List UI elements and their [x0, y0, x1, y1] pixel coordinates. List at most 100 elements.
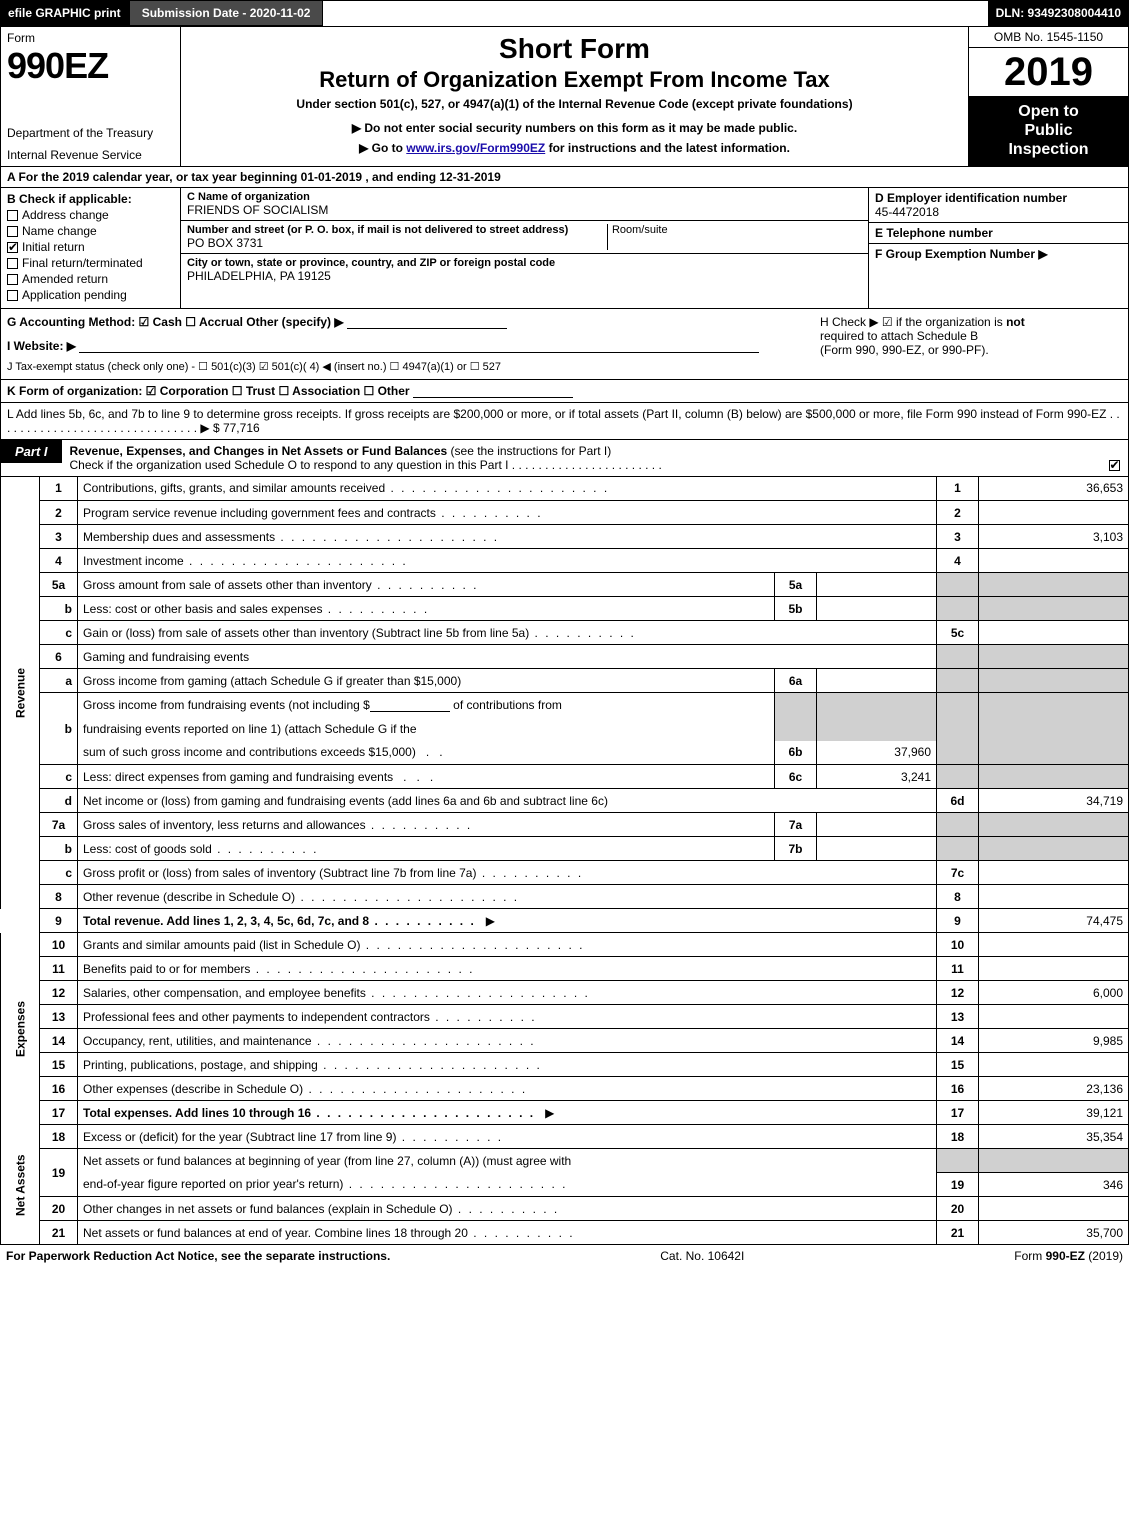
top-spacer [323, 0, 987, 26]
row-6b-1: b Gross income from fundraising events (… [1, 693, 1129, 717]
c-street: Number and street (or P. O. box, if mail… [181, 221, 868, 254]
ein-value: 45-4472018 [875, 205, 1122, 219]
line-i: I Website: ▶ [7, 339, 76, 353]
val-18: 35,354 [979, 1125, 1129, 1149]
side-expenses: Expenses [1, 933, 40, 1125]
val-12: 6,000 [979, 981, 1129, 1005]
form-header: Form 990EZ Department of the Treasury In… [0, 26, 1129, 167]
col-b: B Check if applicable: Address change Na… [1, 188, 181, 308]
row-2: 2 Program service revenue including gove… [1, 501, 1129, 525]
submission-date: Submission Date - 2020-11-02 [129, 0, 324, 26]
room-suite-label: Room/suite [607, 224, 668, 250]
chk-name-change[interactable]: Name change [7, 224, 174, 238]
form-ref: Form 990-EZ (2019) [1014, 1249, 1123, 1263]
val-15 [979, 1053, 1129, 1077]
val-16: 23,136 [979, 1077, 1129, 1101]
val-1: 36,653 [979, 477, 1129, 501]
line-g: G Accounting Method: ☑ Cash ☐ Accrual Ot… [7, 315, 344, 329]
part1-title: Revenue, Expenses, and Changes in Net As… [62, 440, 1104, 476]
row-12: 12 Salaries, other compensation, and emp… [1, 981, 1129, 1005]
val-7b [817, 837, 937, 861]
part1-check[interactable] [1104, 440, 1128, 472]
chk-application-pending[interactable]: Application pending [7, 288, 174, 302]
val-20 [979, 1197, 1129, 1221]
org-street: PO BOX 3731 [187, 236, 862, 250]
row-5b: b Less: cost or other basis and sales ex… [1, 597, 1129, 621]
val-5a [817, 573, 937, 597]
val-11 [979, 957, 1129, 981]
k-other-input[interactable] [413, 384, 573, 398]
val-2 [979, 501, 1129, 525]
row-1: Revenue 1 Contributions, gifts, grants, … [1, 477, 1129, 501]
goto-pre: ▶ Go to [359, 141, 406, 155]
dln: DLN: 93492308004410 [988, 0, 1129, 26]
row-11: 11 Benefits paid to or for members 11 [1, 957, 1129, 981]
val-21: 35,700 [979, 1221, 1129, 1245]
row-9: 9 Total revenue. Add lines 1, 2, 3, 4, 5… [1, 909, 1129, 933]
row-20: 20 Other changes in net assets or fund b… [1, 1197, 1129, 1221]
val-13 [979, 1005, 1129, 1029]
part1-header: Part I Revenue, Expenses, and Changes in… [0, 440, 1129, 477]
side-revenue: Revenue [1, 477, 40, 909]
val-19: 346 [979, 1173, 1129, 1197]
tax-year: 2019 [969, 48, 1128, 96]
b-header: B Check if applicable: [7, 192, 174, 206]
form-word: Form [7, 31, 174, 45]
row-18: Net Assets 18 Excess or (deficit) for th… [1, 1125, 1129, 1149]
part1-table: Revenue 1 Contributions, gifts, grants, … [0, 477, 1129, 1246]
website-input[interactable] [79, 339, 759, 353]
l-value: $ 77,716 [213, 421, 260, 435]
title-short-form: Short Form [191, 33, 958, 65]
row-8: 8 Other revenue (describe in Schedule O)… [1, 885, 1129, 909]
row-16: 16 Other expenses (describe in Schedule … [1, 1077, 1129, 1101]
org-city: PHILADELPHIA, PA 19125 [187, 269, 862, 283]
row-10: Expenses 10 Grants and similar amounts p… [1, 933, 1129, 957]
val-5c [979, 621, 1129, 645]
row-15: 15 Printing, publications, postage, and … [1, 1053, 1129, 1077]
dept-treasury: Department of the Treasury [7, 126, 174, 140]
val-10 [979, 933, 1129, 957]
org-name: FRIENDS OF SOCIALISM [187, 203, 862, 217]
val-4 [979, 549, 1129, 573]
val-17: 39,121 [979, 1101, 1129, 1125]
val-6b: 37,960 [817, 741, 937, 765]
cat-no: Cat. No. 10642I [660, 1249, 744, 1263]
val-6c: 3,241 [817, 765, 937, 789]
omb-number: OMB No. 1545-1150 [969, 27, 1128, 48]
g-other-input[interactable] [347, 315, 507, 329]
box-bcdef: B Check if applicable: Address change Na… [0, 188, 1129, 309]
row-17: 17 Total expenses. Add lines 10 through … [1, 1101, 1129, 1125]
6b-contrib-input[interactable] [370, 698, 450, 712]
row-ghij: H Check ▶ ☑ if the organization is not r… [0, 309, 1129, 380]
val-7c [979, 861, 1129, 885]
val-8 [979, 885, 1129, 909]
c-city: City or town, state or province, country… [181, 254, 868, 286]
row-7c: c Gross profit or (loss) from sales of i… [1, 861, 1129, 885]
line-j: J Tax-exempt status (check only one) - ☐… [7, 361, 501, 373]
goto-post: for instructions and the latest informat… [545, 141, 790, 155]
dept-irs: Internal Revenue Service [7, 148, 174, 162]
e-phone: E Telephone number [869, 223, 1128, 244]
line-a: A For the 2019 calendar year, or tax yea… [0, 167, 1129, 188]
row-6: 6 Gaming and fundraising events [1, 645, 1129, 669]
val-6a [817, 669, 937, 693]
paperwork-notice: For Paperwork Reduction Act Notice, see … [6, 1249, 390, 1263]
efile-print[interactable]: efile GRAPHIC print [0, 0, 129, 26]
side-net-assets: Net Assets [1, 1125, 40, 1245]
d-ein: D Employer identification number 45-4472… [869, 188, 1128, 223]
row-l: L Add lines 5b, 6c, and 7b to line 9 to … [0, 403, 1129, 440]
c-name: C Name of organization FRIENDS OF SOCIAL… [181, 188, 868, 221]
chk-final-return[interactable]: Final return/terminated [7, 256, 174, 270]
chk-amended-return[interactable]: Amended return [7, 272, 174, 286]
row-5a: 5a Gross amount from sale of assets othe… [1, 573, 1129, 597]
row-21: 21 Net assets or fund balances at end of… [1, 1221, 1129, 1245]
goto-line: ▶ Go to www.irs.gov/Form990EZ for instru… [191, 141, 958, 155]
ssn-warning: ▶ Do not enter social security numbers o… [191, 121, 958, 135]
irs-link[interactable]: www.irs.gov/Form990EZ [406, 141, 545, 155]
chk-initial-return[interactable]: Initial return [7, 240, 174, 254]
row-6d: d Net income or (loss) from gaming and f… [1, 789, 1129, 813]
row-6c: c Less: direct expenses from gaming and … [1, 765, 1129, 789]
chk-address-change[interactable]: Address change [7, 208, 174, 222]
row-7b: b Less: cost of goods sold 7b [1, 837, 1129, 861]
val-14: 9,985 [979, 1029, 1129, 1053]
